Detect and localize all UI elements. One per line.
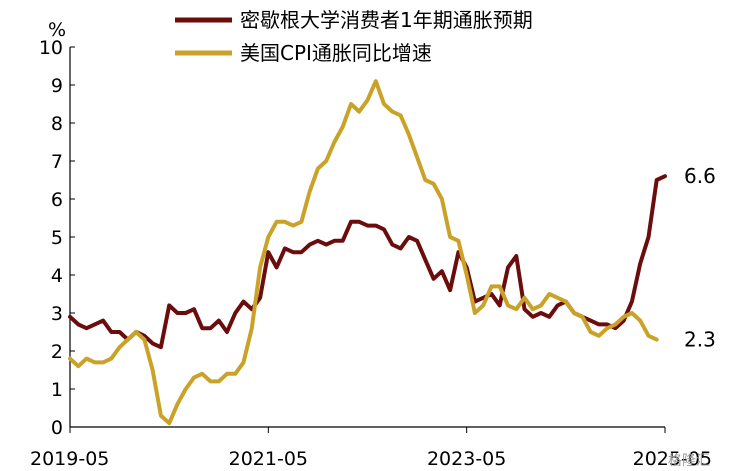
end-label-michigan: 6.6 — [684, 164, 716, 188]
end-label-cpi: 2.3 — [684, 328, 716, 352]
x-tick-label: 2021-05 — [229, 448, 308, 470]
series-line-michigan — [68, 174, 667, 350]
y-tick-label: 10 — [39, 37, 63, 59]
series-line-cpi — [68, 79, 659, 426]
y-tick-label: 7 — [51, 151, 63, 173]
watermark-text: 格隆汇 — [668, 453, 710, 469]
x-tick-label: 2025-05 — [633, 448, 712, 470]
series-layer — [68, 79, 667, 426]
x-tick-label: 2023-05 — [427, 448, 506, 470]
legend: 密歇根大学消费者1年期通胀预期 美国CPI通胀同比增速 — [175, 8, 533, 65]
legend-label-michigan: 密歇根大学消费者1年期通胀预期 — [240, 8, 533, 32]
y-tick-label: 4 — [51, 265, 63, 287]
y-tick-label: 2 — [51, 341, 63, 363]
y-tick-label: 1 — [51, 379, 63, 401]
x-axis: 2019-05 2021-05 2023-05 2025-05 — [30, 426, 712, 470]
y-tick-label: 5 — [51, 227, 63, 249]
legend-label-cpi: 美国CPI通胀同比增速 — [240, 41, 432, 65]
x-tick-label: 2019-05 — [30, 448, 109, 470]
y-tick-label: 6 — [51, 189, 63, 211]
end-labels: 6.6 2.3 — [684, 164, 716, 351]
y-tick-label: 9 — [51, 75, 63, 97]
y-tick-label: 8 — [51, 113, 63, 135]
y-tick-label: 3 — [51, 303, 63, 325]
y-tick-label: 0 — [51, 417, 63, 439]
y-axis-unit-label: % — [48, 19, 66, 41]
y-axis: 0 1 2 3 4 5 6 7 8 9 10 — [39, 37, 75, 439]
